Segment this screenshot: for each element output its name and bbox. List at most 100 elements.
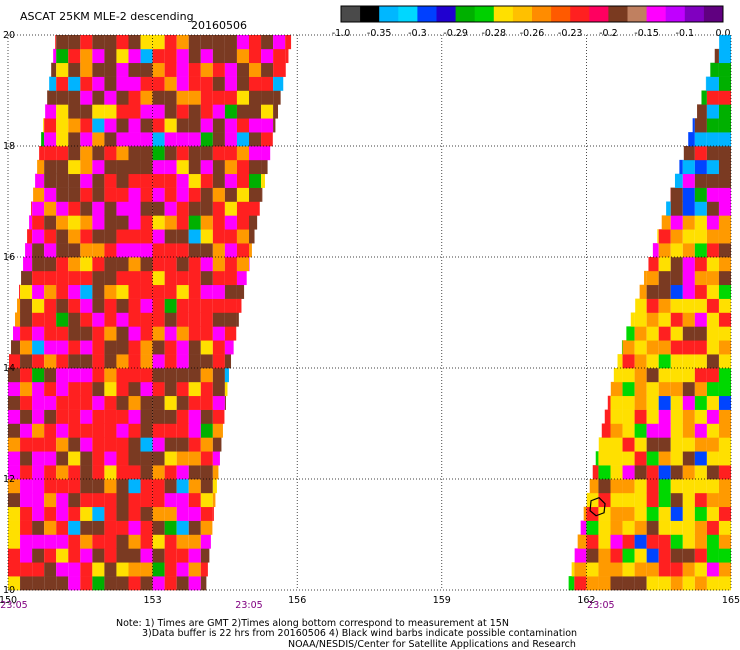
swath-cell [694,465,707,480]
swath-cell [706,132,719,147]
swath-cell [80,243,93,258]
swath-cell [706,173,719,188]
swath-cell [32,229,45,244]
swath-cell [658,437,671,452]
swath-cell [9,354,21,369]
colorbar-swatch [684,6,705,22]
swath-cell [68,312,81,327]
swath-cell [44,298,57,313]
swath-cell [20,492,33,508]
swath-cell [68,576,81,591]
swath-cell [706,118,719,133]
swath-cell [20,312,33,327]
swath-cell [224,90,237,105]
swath-cell [249,159,262,175]
swath-cell [634,340,647,355]
swath-cell [128,159,141,175]
swath-cell [694,257,707,272]
swath-cell [140,381,153,397]
swath-cell [718,562,731,577]
swath-cell [658,354,671,369]
swath-cell [20,368,33,383]
swath-cell [694,340,707,355]
swath-cell [658,368,671,383]
swath-cell [610,381,623,397]
swath-cell [610,395,623,410]
swath-cell [21,270,33,286]
swath-cell [41,132,45,147]
footer-note-2: 3)Data buffer is 22 hrs from 20160506 4)… [142,628,577,639]
swath-cell [658,395,671,410]
swath-cell [20,395,33,410]
swath-cell [128,118,141,133]
swath-cell [92,562,105,577]
swath-cell [634,368,647,383]
swath-cell [128,409,141,424]
swath-cell [37,159,45,175]
swath-cell [92,118,105,133]
swath-cell [128,298,141,313]
swath-cell [622,479,635,494]
swath-cell [212,76,225,91]
colorbar-swatch [360,6,380,22]
swath-cell [44,451,57,466]
swath-cell [658,326,671,341]
swath-cell [718,76,731,91]
swath-cell [236,201,249,216]
swath-cell [674,173,683,188]
swath-cell [718,340,731,355]
x-tick-label: 153 [144,595,162,606]
swath-cell [718,520,731,535]
swath-cell [56,479,69,494]
swath-cell [56,312,69,327]
swath-cell [92,104,105,119]
swath-cell [116,312,129,327]
swath-cell [670,576,683,591]
swath-cell [116,506,129,521]
swath-cell [224,104,237,119]
swath-cell [646,534,659,549]
swath-cell [32,395,45,410]
swath-cell [56,437,69,452]
swath-cell [694,326,707,341]
swath-cell [646,548,659,563]
swath-cell [140,576,153,591]
swath-cell [80,409,93,424]
swath-cell [44,409,57,424]
colorbar-tick-labels: -1.0 -0.35 -0.3 -0.29 -0.28 -0.26 -0.23 -0.2 -0.… [332,28,731,39]
swath-cell [598,451,611,466]
swath-cell [610,451,623,466]
swath-cell [176,298,189,313]
swath-cell [622,520,635,535]
swath-cell [188,506,201,521]
swath-cell [104,395,117,410]
swath-cell [646,395,659,410]
swath-cell [646,465,659,480]
swath-cell [92,76,105,91]
swath-cell [44,576,57,591]
swath-cell [29,215,33,230]
swath-cell [92,159,105,175]
swath-cell [47,90,57,105]
swath-cell [164,35,177,50]
swath-cell [670,409,683,424]
swath-cell [188,492,201,508]
swath-cell [200,270,213,286]
swath-cell [694,437,707,452]
swath-cell [718,437,731,452]
swath-cell [236,312,239,327]
swath-cell [92,257,105,272]
colorbar-swatch [512,6,533,22]
swath-cell [44,354,57,369]
swath-cell [104,479,117,494]
swath-cell [104,506,117,521]
swath-cell [68,395,81,410]
swath-cell [224,132,237,147]
swath-cell [92,451,105,466]
swath-cell [273,48,286,64]
swath-cell [694,368,707,383]
swath-cell [646,298,659,313]
colorbar-tick-label: -1.0 [332,28,351,39]
swath-cell [128,104,141,119]
swath-cell [682,395,695,410]
